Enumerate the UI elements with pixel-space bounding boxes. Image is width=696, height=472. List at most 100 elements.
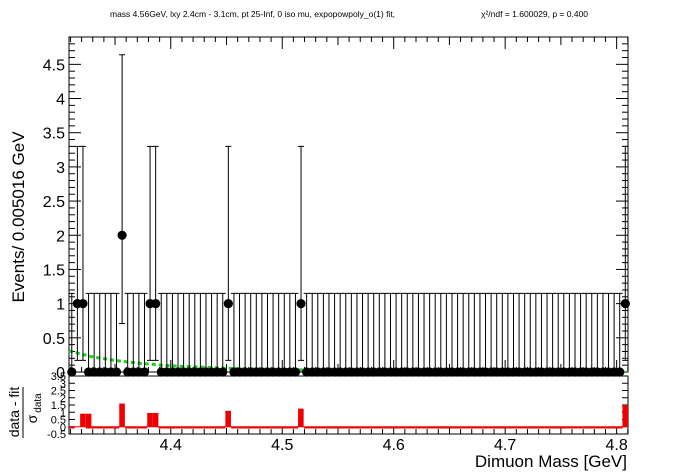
pull-bar-negative [555, 426, 562, 429]
pull-bar-negative [600, 426, 606, 429]
pull-y-axis-label: data - fit σ data [6, 387, 44, 438]
y-tick-label: 2.5 [43, 194, 65, 211]
pull-label-numerator: data - fit [6, 387, 22, 438]
data-point [615, 367, 625, 377]
x-tick-label: 4.6 [383, 437, 405, 454]
pull-bar-negative [426, 426, 433, 429]
pull-bar-negative [376, 426, 383, 429]
pull-bar-negative [572, 426, 578, 429]
pull-bar [119, 403, 125, 427]
pull-bar-negative [561, 426, 567, 429]
pull-bar [298, 408, 304, 427]
y-tick-label: 4.5 [43, 57, 65, 74]
data-point [620, 299, 630, 309]
pull-bar-negative [253, 426, 260, 429]
pull-bar-negative [191, 426, 198, 429]
pull-y-tick-label: -0.5 [47, 429, 66, 441]
pull-bar-negative [611, 426, 617, 429]
x-tick-label: 4.7 [494, 437, 516, 454]
pull-bar-negative [432, 426, 439, 429]
pull-bar-negative [186, 426, 192, 429]
pull-bar-negative [488, 426, 494, 429]
pull-bar-negative [141, 426, 148, 429]
pull-y-tick-label: 0 [60, 422, 66, 434]
data-point [111, 367, 122, 377]
x-tick-label: 4.8 [606, 437, 628, 454]
y-tick-label: 3 [56, 160, 65, 177]
pull-bar-negative [566, 426, 573, 429]
pull-bar-negative [370, 426, 377, 429]
pull-bar-negative [164, 426, 170, 429]
pull-bar-negative [337, 426, 343, 429]
pull-bar-negative [242, 426, 248, 429]
pull-y-tick-label: 1 [60, 407, 66, 419]
pull-bar-negative [331, 426, 338, 429]
pull-bar-negative [348, 426, 355, 429]
pull-bar-negative [124, 426, 131, 429]
y-tick-label: 1 [56, 297, 65, 314]
y-axis-label: Events/ 0.005016 GeV [9, 131, 28, 303]
pull-bar-negative [616, 426, 623, 429]
pull-bar-negative [605, 426, 612, 429]
pull-bar-negative [465, 426, 472, 429]
y-tick-label: 0.5 [43, 331, 65, 348]
pull-bar-negative [180, 426, 187, 429]
pull-bar-negative [443, 426, 450, 429]
pull-bar-negative [510, 426, 517, 429]
pull-bar-negative [264, 426, 271, 429]
pull-bar-negative [247, 426, 254, 429]
data-point [117, 230, 127, 240]
x-tick-label: 4.4 [160, 437, 182, 454]
pull-bar-negative [158, 426, 165, 429]
pull-y-tick-label: 2 [60, 393, 66, 405]
pull-y-tick-label: 0.5 [51, 415, 66, 427]
pull-bar-negative [588, 426, 595, 429]
pull-bar-negative [477, 426, 483, 429]
pull-bar-negative [102, 426, 109, 429]
pull-bar-negative [365, 426, 371, 429]
data-point [296, 299, 306, 309]
pull-bar-negative [275, 426, 282, 429]
pull-bar-negative [460, 426, 466, 429]
pull-bar-negative [197, 426, 204, 429]
data-point [290, 367, 301, 377]
pull-bar-negative [259, 426, 265, 429]
pull-bar-negative [175, 426, 181, 429]
pull-bar [85, 413, 92, 427]
pull-bar-negative [410, 426, 416, 429]
y-tick-label: 0 [56, 365, 65, 382]
pull-bar-negative [236, 426, 243, 429]
pull-bar-negative [113, 426, 120, 429]
pull-y-tick-label: 3.5 [51, 371, 66, 383]
x-axis-label: Dimuon Mass [GeV] [475, 452, 627, 471]
pull-bar-negative [315, 426, 321, 429]
data-point [151, 299, 161, 309]
chart-title: mass 4.56GeV, lxy 2.4cm - 3.1cm, pt 25-I… [110, 9, 395, 19]
pull-bar-negative [359, 426, 366, 429]
pull-bar-negative [404, 426, 411, 429]
pull-bar-negative [203, 426, 209, 429]
pull-bar-negative [342, 426, 349, 429]
pull-bar-negative [169, 426, 176, 429]
pull-bar-negative [398, 426, 405, 429]
pull-y-tick-label: 3 [60, 378, 66, 390]
pull-bar-negative [382, 426, 388, 429]
pull-bar-negative [208, 426, 215, 429]
pull-bar-negative [354, 426, 360, 429]
y-tick-label: 3.5 [43, 126, 65, 143]
main-panel: 0 0.5 1 1.5 2 2.5 3 3.5 4 4.5 [43, 36, 630, 382]
data-point [223, 299, 233, 309]
pull-bar-negative [326, 426, 332, 429]
pull-bar-negative [292, 426, 299, 429]
pull-bar-negative [415, 426, 422, 429]
pull-y-tick-label: 1.5 [51, 400, 66, 412]
pull-bar-negative [482, 426, 489, 429]
pull-bar-negative [544, 426, 550, 429]
pull-bar-negative [91, 426, 97, 429]
pull-bar [80, 413, 86, 427]
data-point [67, 367, 77, 377]
pull-bar [147, 412, 153, 427]
data-point [139, 367, 150, 377]
pull-bar-negative [281, 426, 288, 429]
